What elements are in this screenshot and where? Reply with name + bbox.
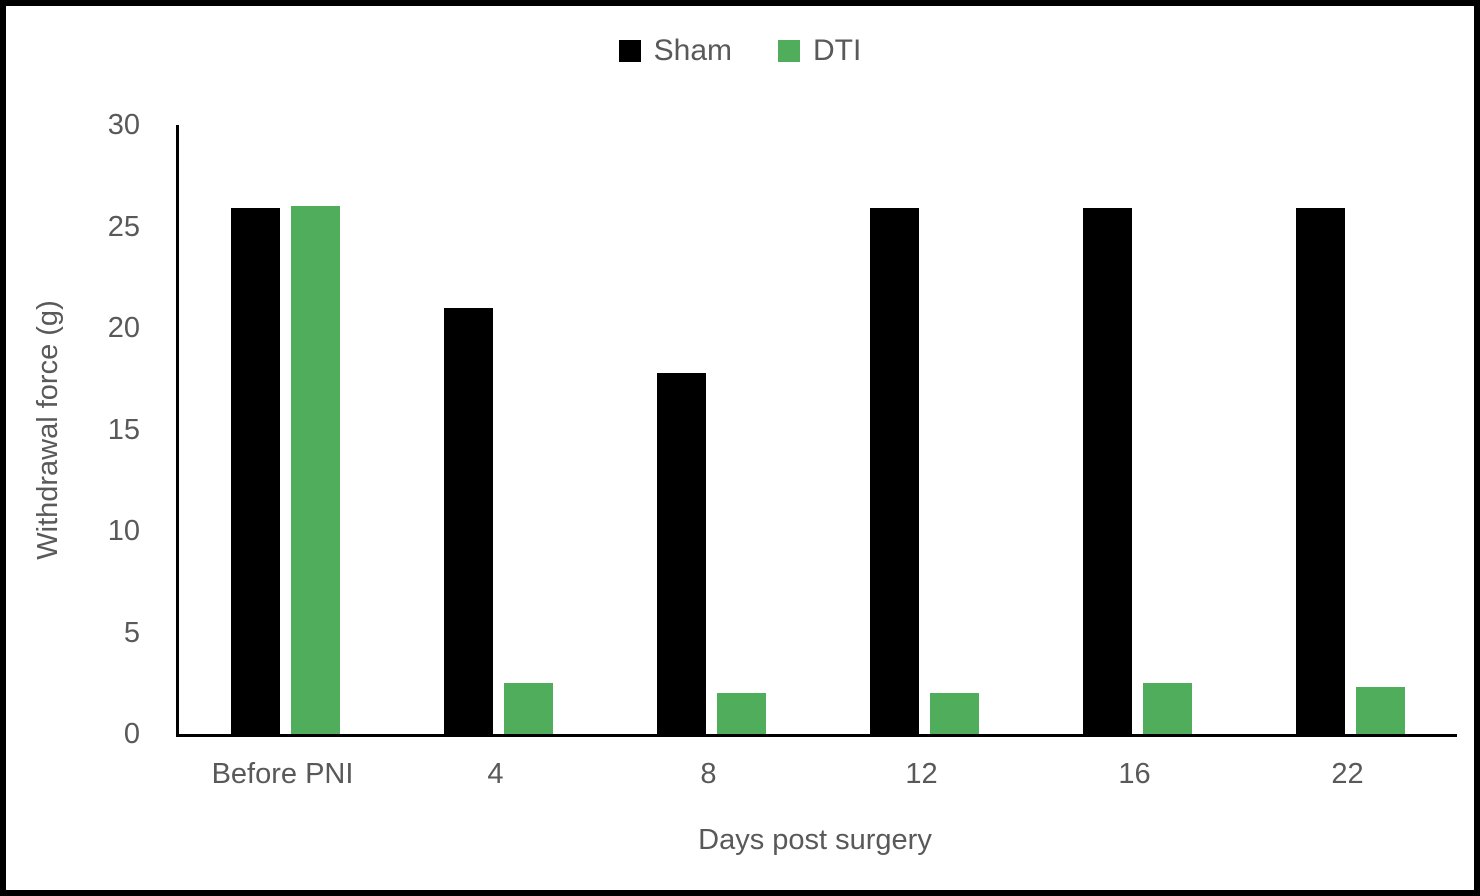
bar-group-2	[605, 125, 818, 734]
bar-group-1	[392, 125, 605, 734]
bar-dti-0	[291, 206, 340, 734]
chart-legend: Sham DTI	[6, 36, 1474, 66]
bar-dti-1	[504, 683, 553, 734]
x-tick-label-2: 8	[700, 758, 717, 790]
y-tick-label-0: 0	[123, 718, 140, 750]
legend-label: DTI	[813, 34, 862, 67]
legend-label: Sham	[653, 34, 733, 67]
x-tick-label-4: 16	[1118, 758, 1151, 790]
bar-dti-4	[1143, 683, 1192, 734]
bar-group-5	[1244, 125, 1457, 734]
bar-dti-5	[1356, 687, 1405, 734]
legend-swatch-dti	[778, 40, 801, 62]
legend-swatch-sham	[618, 40, 641, 62]
bar-sham-5	[1296, 208, 1345, 734]
bar-sham-4	[1083, 208, 1132, 734]
x-tick-label-3: 12	[905, 758, 938, 790]
bar-sham-3	[870, 208, 919, 734]
x-tick-label-5: 22	[1331, 758, 1364, 790]
y-tick-label-15: 15	[107, 413, 140, 446]
bar-group-0	[179, 125, 392, 734]
y-axis-tick-labels: 0 5 10 15 20 25 30	[6, 109, 158, 750]
y-tick-label-5: 5	[123, 616, 140, 649]
bar-dti-2	[717, 693, 766, 734]
bar-dti-3	[930, 693, 979, 734]
plot-area	[176, 125, 1457, 737]
bar-sham-1	[444, 307, 493, 734]
bar-group-4	[1031, 125, 1244, 734]
y-tick-label-10: 10	[107, 515, 140, 547]
x-axis-tick-labels: Before PNI 4 8 12 16 22	[176, 758, 1454, 791]
y-tick-label-20: 20	[107, 312, 140, 344]
y-tick-label-30: 30	[107, 109, 140, 141]
bar-sham-2	[657, 372, 706, 734]
legend-item-dti: DTI	[778, 36, 861, 66]
y-tick-label-25: 25	[107, 210, 140, 243]
x-axis-title: Days post surgery	[698, 824, 932, 856]
bar-sham-0	[231, 208, 280, 734]
x-tick-label-1: 4	[487, 758, 504, 790]
legend-item-sham: Sham	[618, 34, 733, 67]
bar-group-3	[818, 125, 1031, 734]
x-tick-label-0: Before PNI	[211, 758, 354, 790]
